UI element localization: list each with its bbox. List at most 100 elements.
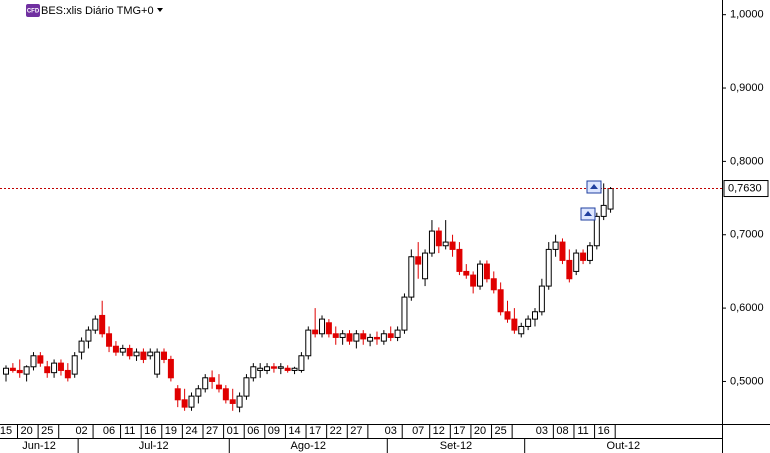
candle-body [264,366,271,371]
candle-body [270,366,277,369]
x-tick-label: 16 [598,425,610,437]
candle-body [209,377,216,382]
candle-body [243,377,250,397]
y-tick-label: 0,5000 [730,375,764,387]
candle-body [291,367,298,371]
candle-body [545,248,552,287]
candle-body [161,351,168,360]
candle-body [92,318,99,331]
candle-body [387,333,394,338]
candle-body [360,333,367,340]
candle-body [428,230,435,254]
candle-body [195,388,202,397]
candle-body [181,399,188,408]
last-price-label: 0,7630 [728,182,762,194]
x-tick-label: 16 [144,425,156,437]
x-tick-label: 03 [536,425,548,437]
candle-body [490,278,497,291]
candle-body [518,325,525,335]
candle-body [593,215,600,247]
candle-body [401,296,408,331]
candle-body [566,259,573,280]
candle-body [250,366,257,379]
month-label: Set-12 [440,440,472,452]
candle-body [51,362,58,374]
candle-body [57,362,64,371]
x-tick-label: 22 [330,425,342,437]
y-tick-label: 0,6000 [730,302,764,314]
candle-body [538,285,545,313]
candle-body [442,241,449,247]
signal-icon-arrow [584,211,592,216]
x-tick-label: 01 [227,425,239,437]
candle-body [339,333,346,338]
candle-body [600,204,607,217]
x-tick-label: 06 [247,425,259,437]
candle-body [312,329,319,335]
candle-body [456,248,463,272]
candle-body [580,252,587,261]
x-tick-label: 07 [412,425,424,437]
candle-body [511,318,518,331]
candle-body [552,241,559,250]
candle-body [332,333,339,338]
x-tick-label: 08 [556,425,568,437]
candle-body [586,245,593,261]
candle-body [119,347,126,353]
last-price-box [723,180,769,198]
y-tick-label: 0,8000 [730,155,764,167]
candle-body [531,311,538,320]
candle-body [30,355,37,368]
candle-body [373,336,380,340]
candle-body [215,384,222,390]
badge [26,4,40,17]
candle-body [408,256,415,298]
candle-body [504,311,511,320]
candle-body [188,395,195,408]
y-tick-label: 0,7000 [730,229,764,241]
candle-body [126,347,133,357]
candle-body [78,340,85,353]
y-tick-label: 1,0000 [730,9,764,21]
candle-body [9,367,16,371]
candle-body [154,351,161,375]
x-tick-label: 06 [103,425,115,437]
y-tick-label: 0,9000 [730,82,764,94]
candle-body [525,318,532,327]
x-tick-label: 15 [0,425,12,437]
candle-body [3,367,9,375]
candle-body [174,388,181,401]
x-tick-label: 11 [124,425,135,437]
candle-body [85,329,92,342]
candle-body [44,366,51,374]
candle-body [298,355,305,371]
candle-body [37,355,44,364]
x-tick-label: 02 [75,425,87,437]
candle-body [284,367,291,371]
month-label: Jul-12 [139,440,169,452]
candle-body [573,252,580,272]
x-tick-label: 09 [268,425,280,437]
x-tick-label: 24 [185,425,197,437]
candle-body [229,399,236,404]
candle-body [23,366,30,375]
candle-body [463,270,470,276]
dropdown-arrow[interactable] [157,8,163,12]
chart-title[interactable]: BES:xlis Diário TMG+0 [41,5,154,17]
candle-body [222,388,229,401]
candle-body [112,345,119,353]
candle-body [99,314,106,335]
x-tick-label: 20 [474,425,486,437]
candle-body [477,263,484,287]
candle-body [415,256,422,265]
x-tick-label: 17 [309,425,321,437]
month-label: Jun-12 [22,440,56,452]
candle-body [325,322,332,335]
x-tick-label: 25 [41,425,53,437]
candle-body [607,188,614,210]
candle-body [559,241,566,261]
candle-body [483,263,490,280]
x-tick-label: 14 [288,425,300,437]
